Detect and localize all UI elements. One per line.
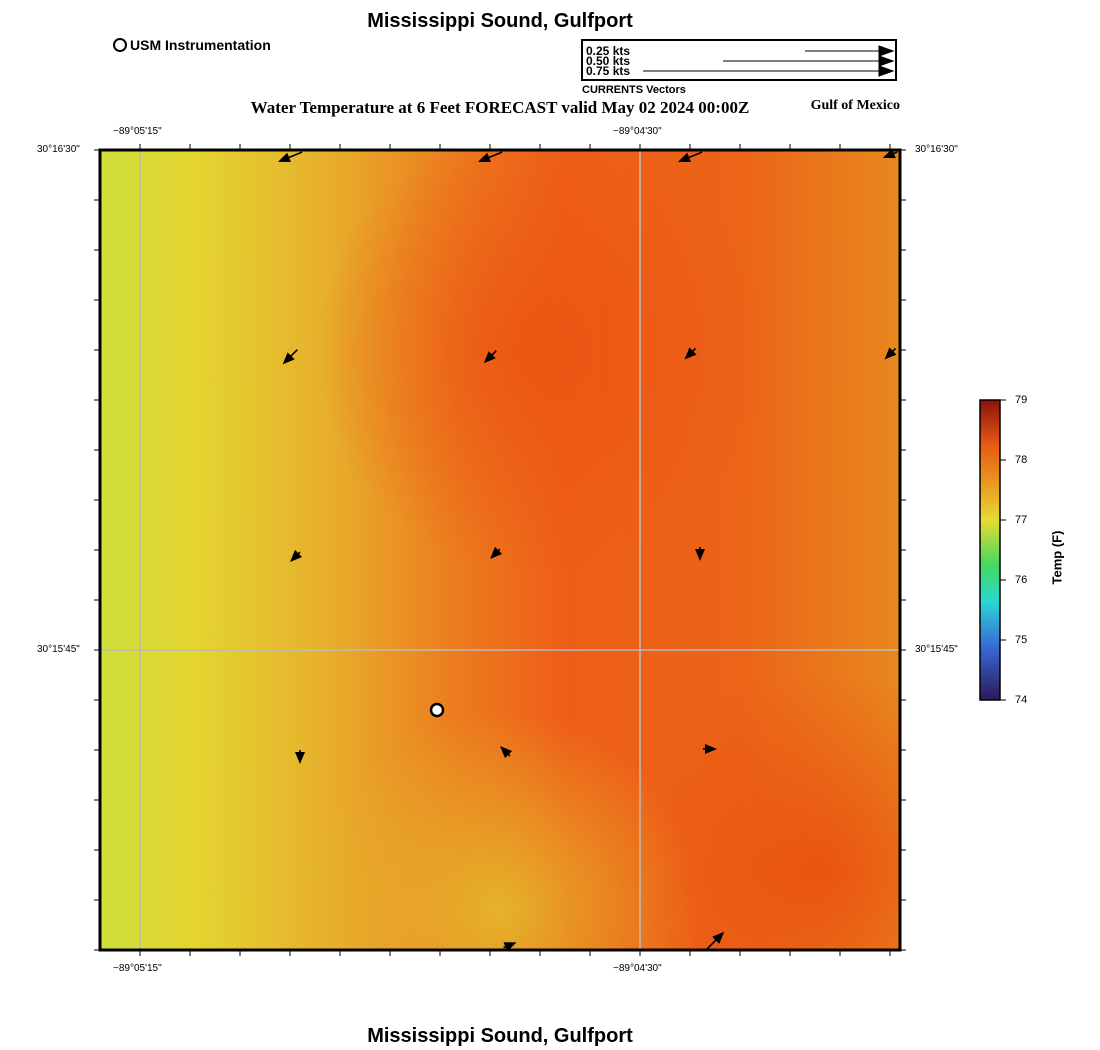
lon-label-top: −89°04'30"	[613, 126, 662, 137]
legend-arrow-head-icon	[878, 65, 895, 77]
graticule	[100, 150, 900, 950]
colorbar-tick-label: 78	[1015, 454, 1028, 466]
lat-label-right: 30°15'45"	[915, 644, 958, 655]
current-vector-icon	[884, 347, 897, 360]
temperature-field	[100, 150, 900, 950]
lon-label-top: −89°05'15"	[113, 126, 162, 137]
lon-label-bottom: −89°05'15"	[113, 963, 162, 974]
current-vector-icon	[277, 151, 303, 163]
vector-legend: 0.25 kts 0.50 kts 0.75 kts	[581, 39, 897, 81]
vector-legend-label: 0.75 kts	[586, 64, 631, 78]
footer-title: Mississippi Sound, Gulfport	[367, 1025, 633, 1047]
colorbar-tick-label: 75	[1015, 634, 1028, 646]
current-vector-icon	[882, 148, 898, 159]
current-vector-icon	[483, 350, 497, 364]
vector-head	[684, 347, 697, 360]
current-vector-icon	[705, 931, 725, 951]
colorbar-tick-label: 77	[1015, 514, 1028, 526]
vector-head	[884, 347, 897, 360]
map-subtitle: Water Temperature at 6 Feet FORECAST val…	[250, 98, 750, 117]
colorbar-title: Temp (F)	[1049, 530, 1065, 585]
vector-head	[712, 931, 725, 944]
vector-legend-label: 0.25 kts	[586, 44, 631, 58]
lat-label-left: 30°16'30"	[37, 144, 80, 155]
current-vector-icon	[677, 151, 703, 163]
map-frame	[98, 148, 902, 952]
vector-head	[677, 152, 691, 163]
vector-head	[295, 752, 305, 764]
current-vector-icon	[290, 549, 303, 562]
colorbar-tick-label: 74	[1015, 694, 1028, 706]
usm-legend-label: USM Instrumentation	[130, 37, 271, 53]
vector-head	[490, 546, 503, 559]
vector-head	[705, 744, 717, 754]
colorbar-ticks	[1000, 399, 1006, 701]
legend-arrow-head-icon	[878, 45, 895, 57]
colorbar-ramp	[979, 399, 1001, 701]
current-vectors	[277, 148, 898, 952]
vector-head	[882, 148, 896, 159]
vector-legend-caption: CURRENTS Vectors	[582, 84, 686, 96]
vector-legend-arrows	[643, 45, 895, 77]
current-vector-icon	[282, 349, 298, 365]
region-label: Gulf of Mexico	[810, 98, 900, 113]
usm-station-marker[interactable]	[429, 702, 445, 718]
colorbar-tick-label: 79	[1015, 394, 1028, 406]
station-marker-icon	[113, 38, 127, 52]
current-vector-icon	[703, 744, 717, 754]
lon-label-bottom: −89°04'30"	[613, 963, 662, 974]
current-vector-icon	[500, 746, 513, 759]
vector-head	[500, 746, 513, 759]
colorbar	[979, 399, 1006, 701]
usm-legend: USM Instrumentation	[113, 37, 271, 53]
vector-head	[477, 152, 491, 163]
current-vector-icon	[490, 546, 503, 559]
current-vector-icon	[295, 750, 305, 764]
vector-head	[290, 549, 303, 562]
current-vector-icon	[684, 347, 697, 360]
vector-head	[503, 942, 517, 952]
vector-head	[695, 549, 705, 561]
vector-head	[277, 152, 291, 163]
legend-arrow-head-icon	[878, 55, 895, 67]
current-vector-icon	[477, 151, 503, 163]
vector-legend-label: 0.50 kts	[586, 54, 631, 68]
lat-label-left: 30°15'45"	[37, 644, 80, 655]
vector-head	[483, 351, 496, 364]
colorbar-tick-label: 76	[1015, 574, 1028, 586]
map-title: Mississippi Sound, Gulfport	[367, 10, 633, 32]
lat-label-right: 30°16'30"	[915, 144, 958, 155]
vector-head	[282, 352, 295, 365]
current-vector-icon	[503, 942, 517, 952]
current-vector-icon	[695, 547, 705, 561]
